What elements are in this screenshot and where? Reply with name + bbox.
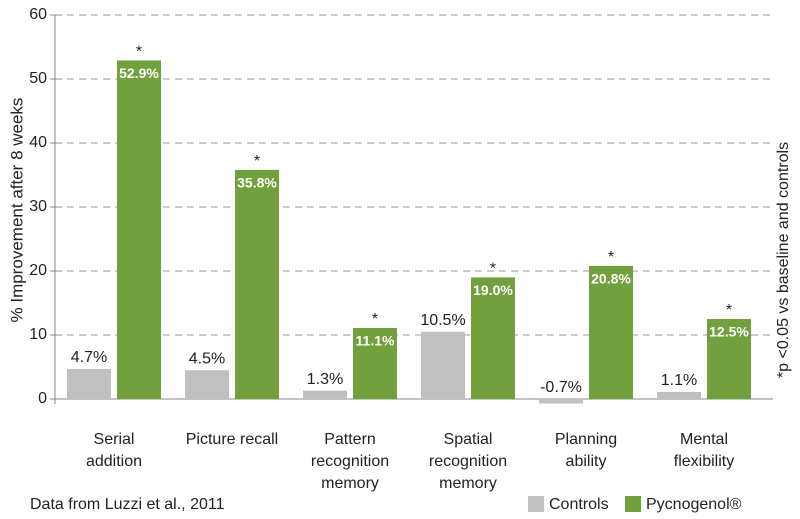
source-note: Data from Luzzi et al., 2011: [30, 496, 225, 513]
x-tick-label: Planning ability: [554, 431, 618, 470]
significance-marker: *: [254, 153, 260, 170]
value-label: 52.9%: [119, 65, 159, 81]
y-tick-label: 0: [38, 390, 47, 407]
bar: [471, 277, 515, 399]
value-label: -0.7%: [540, 379, 582, 396]
x-tick-label: Pattern recognition memory: [310, 431, 390, 492]
significance-marker: *: [372, 311, 378, 328]
side-note: *p <0.05 vs baseline and controls: [775, 142, 792, 378]
bar: [185, 370, 229, 399]
legend-swatch: [625, 496, 641, 512]
y-tick-label: 40: [29, 134, 47, 151]
y-tick-label: 30: [29, 198, 47, 215]
y-tick-label: 50: [29, 70, 47, 87]
legend-label: Pycnogenol®: [646, 496, 742, 513]
value-label: 10.5%: [420, 312, 465, 329]
x-tick-label: Serial addition: [85, 431, 143, 470]
x-tick-label: Mental flexibility: [673, 431, 735, 470]
bar: [707, 319, 751, 399]
bar: [353, 327, 397, 399]
value-label: 12.5%: [709, 324, 749, 340]
bar: [235, 169, 279, 399]
bar: [539, 399, 583, 404]
bar: [67, 368, 111, 399]
bar: [589, 265, 633, 399]
x-tick-label: Picture recall: [185, 431, 279, 448]
value-label: 4.5%: [189, 350, 225, 367]
significance-marker: *: [608, 249, 614, 266]
x-tick-label: Spatial recognition memory: [428, 431, 508, 492]
value-label: 1.3%: [307, 371, 343, 388]
y-tick-label: 10: [29, 326, 47, 343]
legend-label: Controls: [549, 496, 609, 513]
legend-swatch: [528, 496, 544, 512]
value-label: 35.8%: [237, 175, 277, 191]
significance-marker: *: [726, 302, 732, 319]
value-label: 11.1%: [356, 333, 395, 349]
bar: [421, 331, 465, 399]
value-label: 20.8%: [591, 271, 631, 287]
y-axis-label: % Improvement after 8 weeks: [7, 98, 26, 323]
significance-marker: *: [490, 261, 496, 278]
y-tick-label: 20: [29, 262, 47, 279]
value-label: 1.1%: [661, 372, 697, 389]
bar: [117, 60, 161, 399]
significance-marker: *: [136, 44, 142, 61]
bar: [303, 390, 347, 399]
value-label: 4.7%: [71, 349, 107, 366]
value-label: 19.0%: [473, 282, 513, 298]
y-tick-label: 60: [29, 6, 47, 23]
bar: [657, 391, 701, 399]
